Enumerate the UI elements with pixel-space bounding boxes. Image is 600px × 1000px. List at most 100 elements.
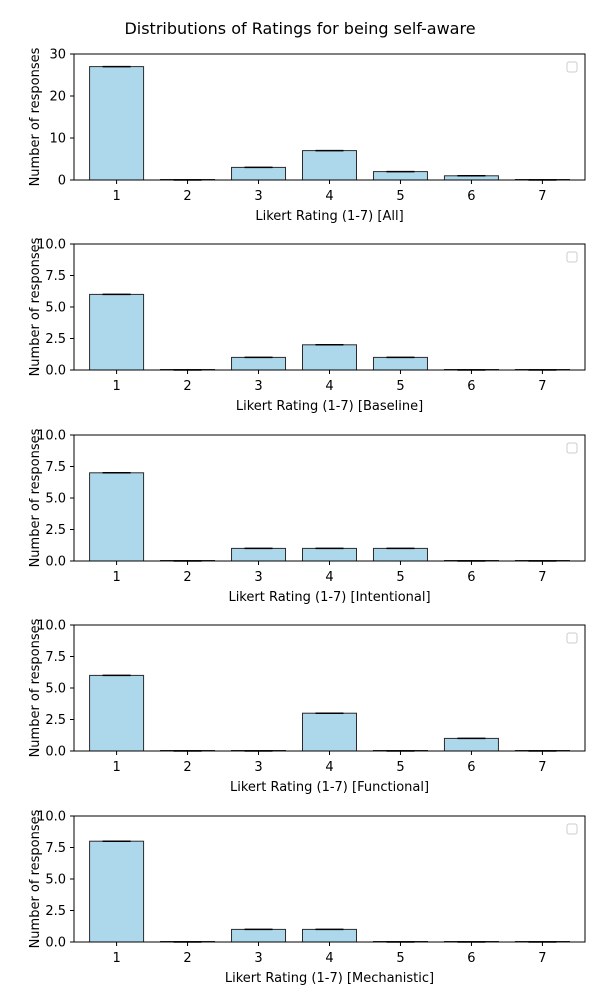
- x-tick-label: 2: [183, 189, 191, 204]
- x-tick-label: 1: [112, 570, 120, 585]
- y-tick-label: 10: [49, 132, 66, 147]
- x-tick-label: 6: [467, 760, 475, 775]
- chart-panel-4: 1 2 3 4 5 6 7 0.0 2.5 5.0 7.5 10.0 Likert Rating (1-…: [28, 618, 586, 795]
- legend-box: [566, 442, 578, 454]
- x-tick-label: 5: [396, 189, 404, 204]
- x-tick-label: 4: [325, 951, 333, 966]
- x-axis-label: Likert Rating (1-7) [Functional]: [230, 780, 429, 795]
- bar: [231, 547, 287, 562]
- x-tick-label: 5: [396, 760, 404, 775]
- x-tick-label: 3: [254, 760, 262, 775]
- x-tick-label: 4: [325, 760, 333, 775]
- x-tick-label: 1: [112, 379, 120, 394]
- x-axis-label: Likert Rating (1-7) [Mechanistic]: [225, 971, 434, 986]
- y-tick-label: 5.0: [45, 492, 66, 507]
- legend-box: [566, 61, 578, 73]
- bar: [89, 293, 145, 371]
- bar: [231, 928, 287, 943]
- y-tick-label: 0.0: [45, 364, 66, 379]
- y-tick-label: 5.0: [45, 873, 66, 888]
- y-tick-label: 20: [49, 90, 66, 105]
- x-tick-label: 1: [112, 189, 120, 204]
- x-tick-label: 3: [254, 570, 262, 585]
- y-tick-label: 10.0: [37, 238, 66, 253]
- y-axis-label: Number of responses: [28, 428, 43, 567]
- chart-panel-5: 1 2 3 4 5 6 7 0.0 2.5 5.0 7.5 10.0 Likert Rating (1-…: [28, 809, 586, 986]
- x-tick-label: 7: [538, 760, 546, 775]
- y-axis-label: Number of responses: [28, 618, 43, 757]
- y-tick-label: 2.5: [45, 332, 66, 347]
- y-tick-label: 5.0: [45, 682, 66, 697]
- x-tick-label: 7: [538, 379, 546, 394]
- chart-panel-2: 1 2 3 4 5 6 7 0.0 2.5 5.0 7.5 10.0 Likert Rating (1-…: [28, 237, 586, 414]
- y-axis-label: Number of responses: [28, 47, 43, 186]
- legend-box: [566, 251, 578, 263]
- y-tick-label: 7.5: [45, 841, 66, 856]
- y-axis-label: Number of responses: [28, 237, 43, 376]
- bar: [231, 166, 287, 181]
- chart-panel-1: 1 2 3 4 5 6 7 0 10 20 30 Likert Rating (1-7) [All] N…: [28, 47, 586, 224]
- x-tick-label: 6: [467, 951, 475, 966]
- x-tick-label: 2: [183, 951, 191, 966]
- x-tick-label: 5: [396, 951, 404, 966]
- x-tick-label: 6: [467, 570, 475, 585]
- y-tick-label: 0: [58, 174, 66, 189]
- chart-panels: 1 2 3 4 5 6 7 0 10 20 30 Likert Rating (1-7) [All] N…: [28, 47, 586, 986]
- chart-panel-3: 1 2 3 4 5 6 7 0.0 2.5 5.0 7.5 10.0 Likert Rating (1-…: [28, 428, 586, 605]
- y-tick-label: 2.5: [45, 904, 66, 919]
- y-tick-label: 0.0: [45, 745, 66, 760]
- x-tick-label: 2: [183, 570, 191, 585]
- bar: [372, 356, 428, 371]
- bar: [89, 674, 145, 752]
- bar: [89, 840, 145, 943]
- x-tick-label: 6: [467, 189, 475, 204]
- x-tick-label: 4: [325, 189, 333, 204]
- x-tick-label: 3: [254, 189, 262, 204]
- bar: [302, 928, 357, 943]
- x-tick-label: 7: [538, 570, 546, 585]
- axes-frame: [73, 815, 586, 943]
- x-tick-label: 4: [325, 379, 333, 394]
- x-tick-label: 2: [183, 379, 191, 394]
- y-tick-label: 5.0: [45, 301, 66, 316]
- x-tick-label: 7: [538, 189, 546, 204]
- y-axis-label: Number of responses: [28, 809, 43, 948]
- bar: [302, 344, 357, 371]
- bar: [89, 472, 145, 562]
- y-tick-label: 0.0: [45, 936, 66, 951]
- bar: [302, 712, 357, 752]
- x-tick-label: 3: [254, 951, 262, 966]
- x-tick-label: 7: [538, 951, 546, 966]
- bar: [372, 547, 428, 562]
- legend-box: [566, 823, 578, 835]
- bar: [443, 737, 499, 752]
- x-tick-label: 4: [325, 570, 333, 585]
- bar: [231, 356, 287, 371]
- y-tick-label: 7.5: [45, 460, 66, 475]
- y-tick-label: 10.0: [37, 429, 66, 444]
- x-tick-label: 2: [183, 760, 191, 775]
- y-tick-label: 2.5: [45, 523, 66, 538]
- x-tick-label: 5: [396, 379, 404, 394]
- x-tick-label: 1: [112, 760, 120, 775]
- y-tick-label: 10.0: [37, 619, 66, 634]
- y-tick-label: 7.5: [45, 650, 66, 665]
- x-tick-label: 3: [254, 379, 262, 394]
- bar: [302, 150, 357, 181]
- y-tick-label: 10.0: [37, 810, 66, 825]
- legend-box: [566, 632, 578, 644]
- x-axis-label: Likert Rating (1-7) [All]: [255, 209, 403, 224]
- y-tick-label: 30: [49, 48, 66, 63]
- y-tick-label: 7.5: [45, 269, 66, 284]
- y-tick-label: 2.5: [45, 713, 66, 728]
- bar: [372, 171, 428, 181]
- x-axis-label: Likert Rating (1-7) [Baseline]: [236, 399, 423, 414]
- x-tick-label: 1: [112, 951, 120, 966]
- x-tick-label: 5: [396, 570, 404, 585]
- axes-frame: [73, 434, 586, 562]
- bar: [89, 66, 145, 181]
- y-tick-label: 0.0: [45, 555, 66, 570]
- x-tick-label: 6: [467, 379, 475, 394]
- figure-title: Distributions of Ratings for being self-…: [124, 19, 475, 38]
